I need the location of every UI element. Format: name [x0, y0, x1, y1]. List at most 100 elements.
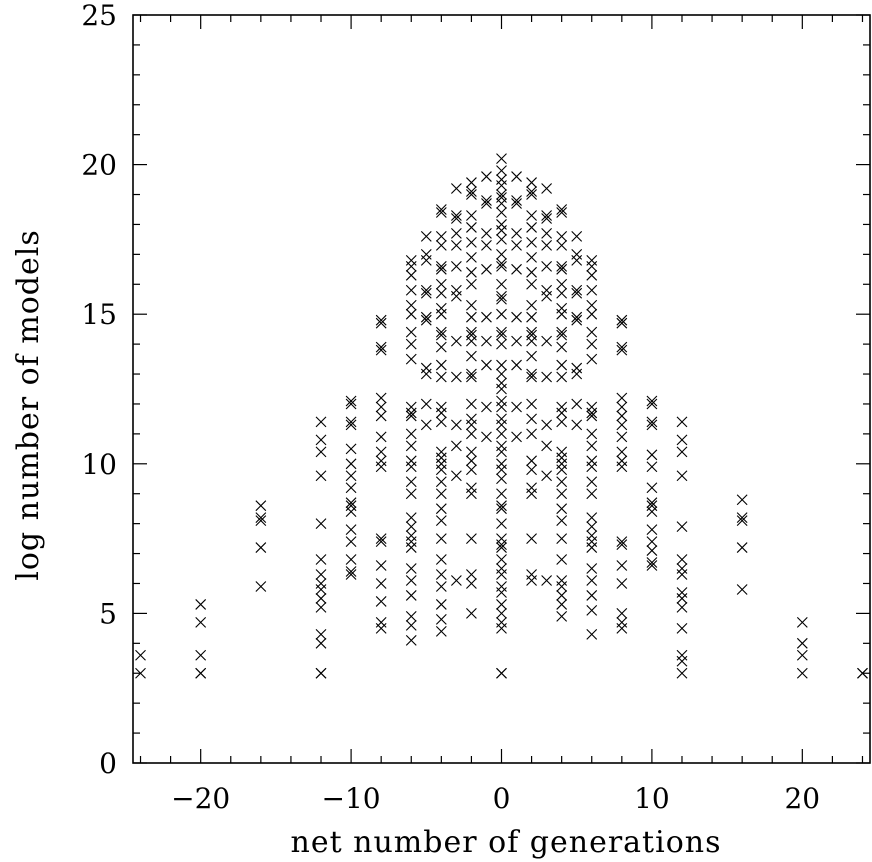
data-point [676, 569, 688, 580]
data-point [541, 183, 553, 194]
minor-ticks [133, 15, 870, 763]
data-point [616, 455, 628, 467]
y-tick-label: 5 [99, 597, 117, 630]
data-point [435, 239, 447, 251]
data-point [496, 174, 507, 185]
data-point [435, 401, 447, 413]
data-point [646, 461, 658, 473]
data-point [526, 482, 537, 494]
data-point [676, 470, 688, 482]
data-point [616, 560, 628, 571]
data-point [496, 383, 507, 395]
data-point [556, 533, 568, 544]
data-point [556, 503, 568, 515]
data-point [405, 260, 417, 272]
data-point [571, 254, 583, 266]
data-point [496, 338, 507, 350]
data-point [496, 198, 507, 209]
data-point [195, 667, 207, 679]
x-tick-label: −10 [322, 782, 381, 815]
data-point [481, 335, 492, 347]
data-point [496, 488, 507, 500]
data-point [526, 569, 537, 580]
data-point [571, 311, 583, 323]
data-point [466, 222, 477, 233]
data-point [315, 578, 327, 589]
data-point [586, 542, 598, 553]
data-point [556, 359, 568, 371]
data-point [345, 419, 357, 431]
data-point [496, 458, 507, 470]
data-point [616, 446, 628, 458]
data-point [556, 231, 568, 242]
data-point [796, 637, 808, 649]
data-point [676, 434, 688, 446]
data-point [496, 225, 507, 236]
data-point [345, 536, 357, 547]
data-point [496, 581, 507, 592]
data-point [646, 416, 658, 428]
data-point [466, 371, 477, 383]
data-point [646, 545, 658, 556]
data-point [526, 428, 537, 440]
data-point [541, 470, 553, 482]
data-point [450, 335, 462, 347]
data-point [556, 590, 568, 601]
data-point [466, 251, 477, 263]
data-point [405, 254, 417, 266]
data-point [526, 266, 537, 278]
data-point [405, 440, 417, 452]
data-point [435, 263, 447, 275]
data-point [420, 368, 432, 380]
data-point [375, 410, 387, 422]
data-point [375, 446, 387, 458]
data-point [405, 542, 417, 553]
data-points [135, 153, 868, 679]
data-point [556, 326, 568, 338]
data-point [676, 587, 688, 598]
data-point [571, 284, 583, 296]
data-point [435, 407, 447, 419]
data-point [496, 419, 507, 431]
data-point [556, 341, 568, 353]
data-point [526, 210, 537, 221]
data-point [496, 563, 507, 574]
data-point [496, 153, 507, 165]
plot-frame [132, 14, 871, 764]
data-point [435, 458, 447, 470]
data-point [435, 326, 447, 338]
data-point [450, 228, 462, 239]
data-point [466, 482, 477, 494]
data-point [556, 278, 568, 290]
data-point [345, 398, 357, 410]
data-point [466, 210, 477, 221]
data-point [526, 371, 537, 383]
data-point [496, 189, 507, 200]
data-point [526, 311, 537, 323]
data-point [481, 263, 492, 275]
y-tick-labels: 0 5 10 15 20 25 [81, 0, 117, 780]
data-point [135, 667, 146, 679]
data-point [450, 284, 462, 296]
data-point [496, 413, 507, 425]
data-point [466, 189, 477, 200]
data-point [541, 335, 553, 347]
data-point [255, 512, 267, 524]
data-point [616, 341, 628, 353]
data-point [420, 314, 432, 326]
data-point [616, 344, 628, 356]
data-point [345, 524, 357, 536]
data-point [481, 171, 492, 182]
data-point [676, 521, 688, 533]
data-point [676, 446, 688, 458]
data-point [496, 257, 507, 269]
data-point [586, 410, 598, 422]
data-point [481, 239, 492, 251]
data-point [466, 186, 477, 197]
data-point [616, 392, 628, 404]
data-point [435, 260, 447, 272]
data-point [511, 401, 522, 413]
data-point [435, 231, 447, 242]
data-point [345, 443, 357, 455]
data-point [405, 308, 417, 320]
